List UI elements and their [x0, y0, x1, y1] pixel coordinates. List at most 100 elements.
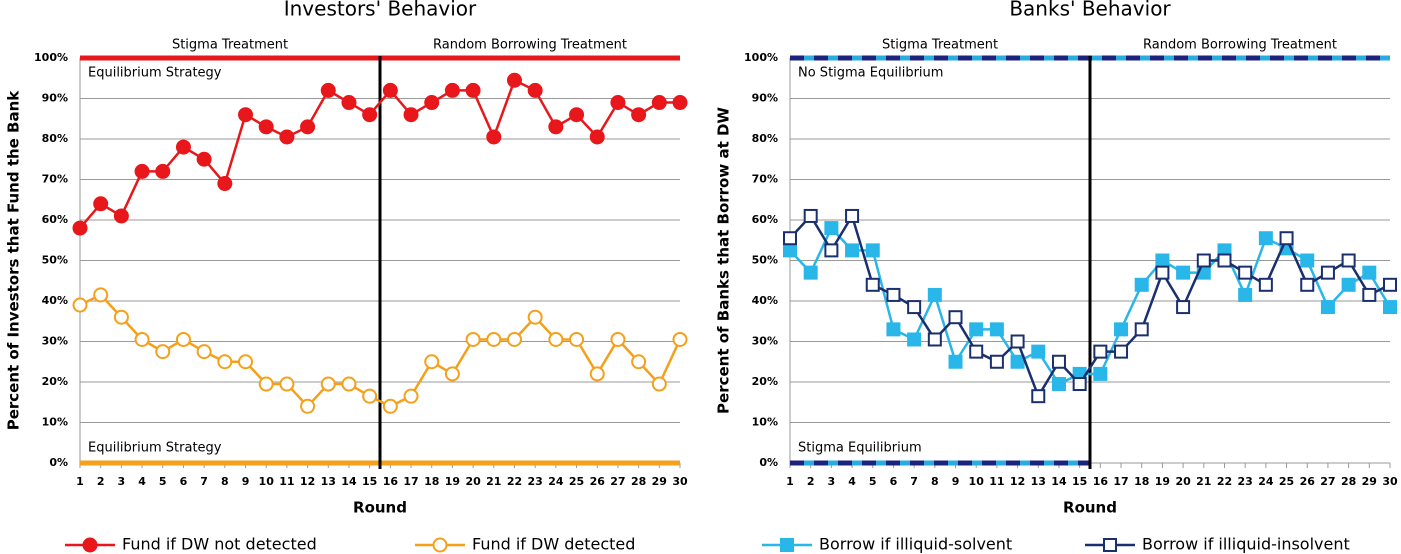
marker: [548, 331, 564, 347]
legend-marker: [1103, 538, 1117, 552]
treatment-label: Stigma Treatment: [172, 38, 288, 53]
marker: [217, 354, 233, 370]
marker: [72, 297, 88, 313]
marker: [279, 129, 295, 145]
marker: [610, 95, 626, 111]
marker: [824, 221, 839, 236]
x-tick-label: 25: [569, 475, 584, 488]
y-tick-label: 60%: [752, 213, 778, 226]
y-tick-label: 70%: [42, 173, 68, 186]
x-tick-label: 3: [118, 475, 126, 488]
chart-title: Investors' Behavior: [284, 0, 477, 21]
y-tick-label: 50%: [752, 254, 778, 267]
marker: [651, 95, 667, 111]
marker: [320, 82, 336, 98]
marker: [72, 220, 88, 236]
y-tick-label: 80%: [42, 132, 68, 145]
marker: [631, 354, 647, 370]
marker: [382, 398, 398, 414]
marker: [1341, 277, 1356, 292]
x-tick-label: 26: [1300, 475, 1316, 488]
x-tick-label: 27: [1320, 475, 1335, 488]
x-tick-label: 29: [652, 475, 667, 488]
x-tick-label: 10: [259, 475, 275, 488]
y-tick-label: 30%: [752, 335, 778, 348]
marker: [424, 354, 440, 370]
marker: [865, 243, 880, 258]
y-tick-label: 60%: [42, 213, 68, 226]
marker: [382, 82, 398, 98]
x-tick-label: 3: [828, 475, 836, 488]
x-tick-label: 10: [969, 475, 985, 488]
marker: [672, 95, 688, 111]
marker: [196, 151, 212, 167]
marker: [1093, 344, 1108, 359]
x-tick-label: 22: [507, 475, 522, 488]
marker: [569, 107, 585, 123]
y-tick-label: 50%: [42, 254, 68, 267]
x-tick-label: 9: [952, 475, 960, 488]
marker: [196, 344, 212, 360]
marker: [1238, 287, 1253, 302]
marker: [969, 322, 984, 337]
x-tick-label: 7: [200, 475, 208, 488]
x-tick-label: 21: [486, 475, 501, 488]
marker: [907, 300, 922, 315]
x-tick-label: 17: [1113, 475, 1128, 488]
marker: [1051, 377, 1066, 392]
x-tick-label: 13: [321, 475, 336, 488]
x-tick-label: 11: [989, 475, 1004, 488]
reference-label: Equilibrium Strategy: [88, 66, 222, 81]
marker: [1341, 253, 1356, 268]
marker: [155, 344, 171, 360]
x-tick-label: 18: [424, 475, 439, 488]
marker: [803, 265, 818, 280]
reference-label: Equilibrium Strategy: [88, 441, 222, 456]
x-tick-label: 2: [807, 475, 815, 488]
marker: [1196, 253, 1211, 268]
marker: [362, 388, 378, 404]
legend-label: Borrow if illiquid-solvent: [819, 535, 1012, 554]
x-tick-label: 15: [362, 475, 377, 488]
marker: [865, 277, 880, 292]
marker: [1072, 377, 1087, 392]
treatment-label: Random Borrowing Treatment: [433, 38, 627, 53]
marker: [465, 331, 481, 347]
x-tick-label: 27: [610, 475, 625, 488]
x-tick-label: 24: [548, 475, 564, 488]
marker: [258, 119, 274, 135]
marker: [569, 331, 585, 347]
marker: [1258, 231, 1273, 246]
y-tick-label: 70%: [752, 173, 778, 186]
marker: [845, 243, 860, 258]
marker: [1093, 366, 1108, 381]
marker: [948, 354, 963, 369]
marker: [155, 163, 171, 179]
x-tick-label: 20: [1175, 475, 1191, 488]
marker: [948, 310, 963, 325]
marker: [589, 366, 605, 382]
marker: [279, 376, 295, 392]
x-tick-label: 17: [403, 475, 418, 488]
x-tick-label: 9: [242, 475, 250, 488]
legend-label: Fund if DW detected: [472, 535, 635, 554]
x-tick-label: 8: [931, 475, 939, 488]
x-tick-label: 26: [590, 475, 606, 488]
x-tick-label: 20: [465, 475, 481, 488]
marker: [113, 208, 129, 224]
marker: [1114, 344, 1129, 359]
x-tick-label: 14: [1051, 475, 1067, 488]
x-axis-title: Round: [353, 499, 407, 517]
x-tick-label: 12: [1010, 475, 1025, 488]
y-tick-label: 90%: [42, 92, 68, 105]
marker: [907, 332, 922, 347]
marker: [1051, 354, 1066, 369]
x-tick-label: 6: [890, 475, 898, 488]
y-tick-label: 100%: [744, 51, 778, 64]
marker: [548, 119, 564, 135]
marker: [444, 366, 460, 382]
marker: [1031, 344, 1046, 359]
x-tick-label: 29: [1362, 475, 1377, 488]
x-tick-label: 15: [1072, 475, 1087, 488]
